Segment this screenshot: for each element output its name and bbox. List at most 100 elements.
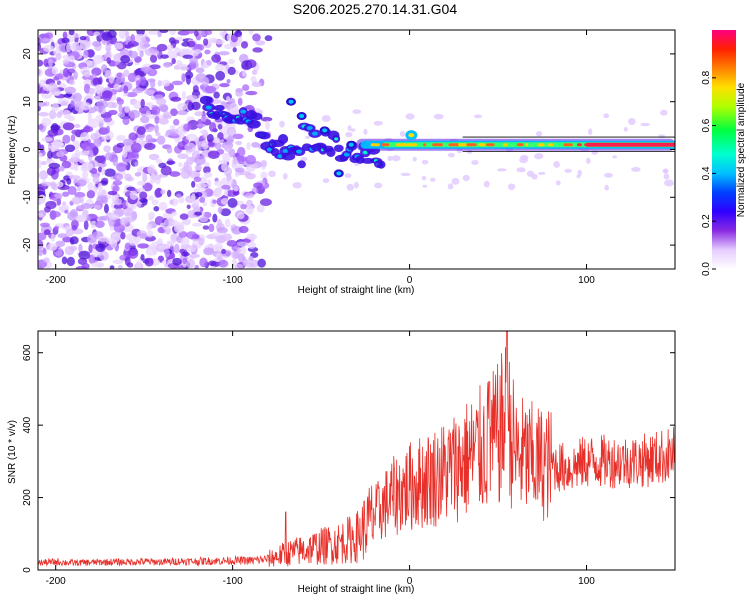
noise-blob — [198, 237, 205, 246]
noise-blob — [221, 161, 228, 172]
noise-blob — [130, 142, 142, 153]
y-tick-label: 10 — [22, 96, 33, 108]
band-bump-core — [408, 133, 415, 138]
noise-blob — [93, 31, 101, 37]
noise-blob — [202, 225, 210, 230]
noise-blob — [260, 171, 268, 180]
noise-blob — [141, 198, 148, 206]
noise-blob — [347, 125, 352, 132]
noise-blob — [186, 204, 191, 210]
noise-blob — [135, 260, 142, 269]
noise-blob — [623, 126, 628, 132]
y-tick-label: 400 — [22, 416, 33, 433]
signal-blob — [297, 160, 306, 169]
noise-blob — [38, 124, 44, 130]
noise-blob — [122, 138, 134, 146]
noise-blob — [531, 173, 538, 180]
x-tick-label: -100 — [223, 275, 243, 286]
noise-blob — [217, 206, 223, 214]
noise-blob — [129, 50, 139, 59]
noise-blob — [127, 72, 137, 83]
noise-blob — [216, 227, 228, 234]
noise-blob — [226, 239, 238, 247]
noise-blob — [199, 257, 208, 268]
y-tick-label: 600 — [22, 344, 33, 361]
noise-blob — [55, 240, 66, 248]
noise-blob — [186, 246, 196, 253]
noise-blob — [74, 191, 86, 199]
noise-blob — [208, 122, 217, 132]
noise-blob — [47, 150, 53, 159]
band-hot-segment — [576, 143, 582, 147]
noise-blob — [268, 170, 276, 178]
noise-blob — [38, 101, 47, 107]
noise-blob — [127, 240, 139, 246]
noise-blob — [98, 76, 103, 85]
signal-blob — [258, 131, 271, 140]
noise-blob — [137, 243, 149, 249]
noise-blob — [186, 259, 196, 269]
noise-blob — [139, 233, 148, 239]
noise-blob — [73, 70, 78, 80]
noise-blob — [191, 101, 201, 111]
noise-blob — [159, 222, 166, 228]
noise-blob — [252, 33, 261, 42]
noise-blob — [391, 155, 401, 162]
noise-blob — [38, 152, 43, 158]
noise-blob — [244, 192, 255, 199]
noise-blob — [350, 128, 356, 132]
band-hot-segment — [458, 143, 467, 147]
noise-blob — [103, 145, 111, 153]
noise-blob — [194, 30, 199, 37]
noise-blob — [162, 62, 172, 68]
noise-blob — [237, 252, 245, 263]
noise-blob — [129, 190, 138, 201]
noise-blob — [135, 80, 141, 87]
figure-title: S206.2025.270.14.31.G04 — [292, 1, 458, 17]
spectrogram-image — [38, 30, 675, 269]
noise-blob — [251, 81, 262, 88]
noise-blob — [41, 181, 54, 187]
noise-blob — [631, 167, 641, 172]
noise-blob — [159, 104, 169, 113]
noise-blob — [50, 233, 56, 242]
noise-blob — [250, 164, 259, 169]
noise-blob — [194, 164, 203, 171]
noise-blob — [46, 166, 56, 176]
noise-blob — [197, 145, 202, 152]
noise-blob — [99, 215, 110, 221]
noise-blob — [62, 31, 68, 39]
noise-blob — [136, 126, 146, 135]
noise-blob — [224, 144, 233, 153]
noise-blob — [155, 158, 163, 164]
x-tick-label: 100 — [578, 576, 595, 587]
noise-blob — [112, 259, 124, 265]
band-hot-segment — [538, 143, 545, 147]
noise-blob — [40, 161, 47, 166]
spectrogram-band — [199, 95, 675, 178]
signal-core — [311, 131, 318, 136]
noise-blob — [203, 247, 215, 256]
noise-blob — [231, 250, 239, 259]
noise-blob — [218, 259, 229, 268]
noise-blob — [91, 40, 102, 47]
noise-blob — [38, 212, 44, 218]
noise-blob — [92, 174, 100, 185]
noise-blob — [112, 185, 120, 192]
noise-blob — [97, 107, 107, 115]
noise-blob — [51, 146, 56, 153]
noise-blob — [160, 165, 172, 176]
noise-blob — [61, 256, 68, 265]
noise-blob — [399, 130, 406, 137]
noise-blob — [194, 111, 204, 117]
noise-blob — [451, 177, 460, 185]
noise-blob — [38, 194, 46, 204]
noise-blob — [148, 153, 160, 161]
noise-blob — [164, 248, 170, 258]
noise-blob — [189, 57, 199, 64]
noise-blob — [179, 66, 190, 71]
noise-blob — [117, 264, 123, 269]
noise-blob — [235, 88, 244, 93]
band-hot-segment — [548, 143, 554, 147]
